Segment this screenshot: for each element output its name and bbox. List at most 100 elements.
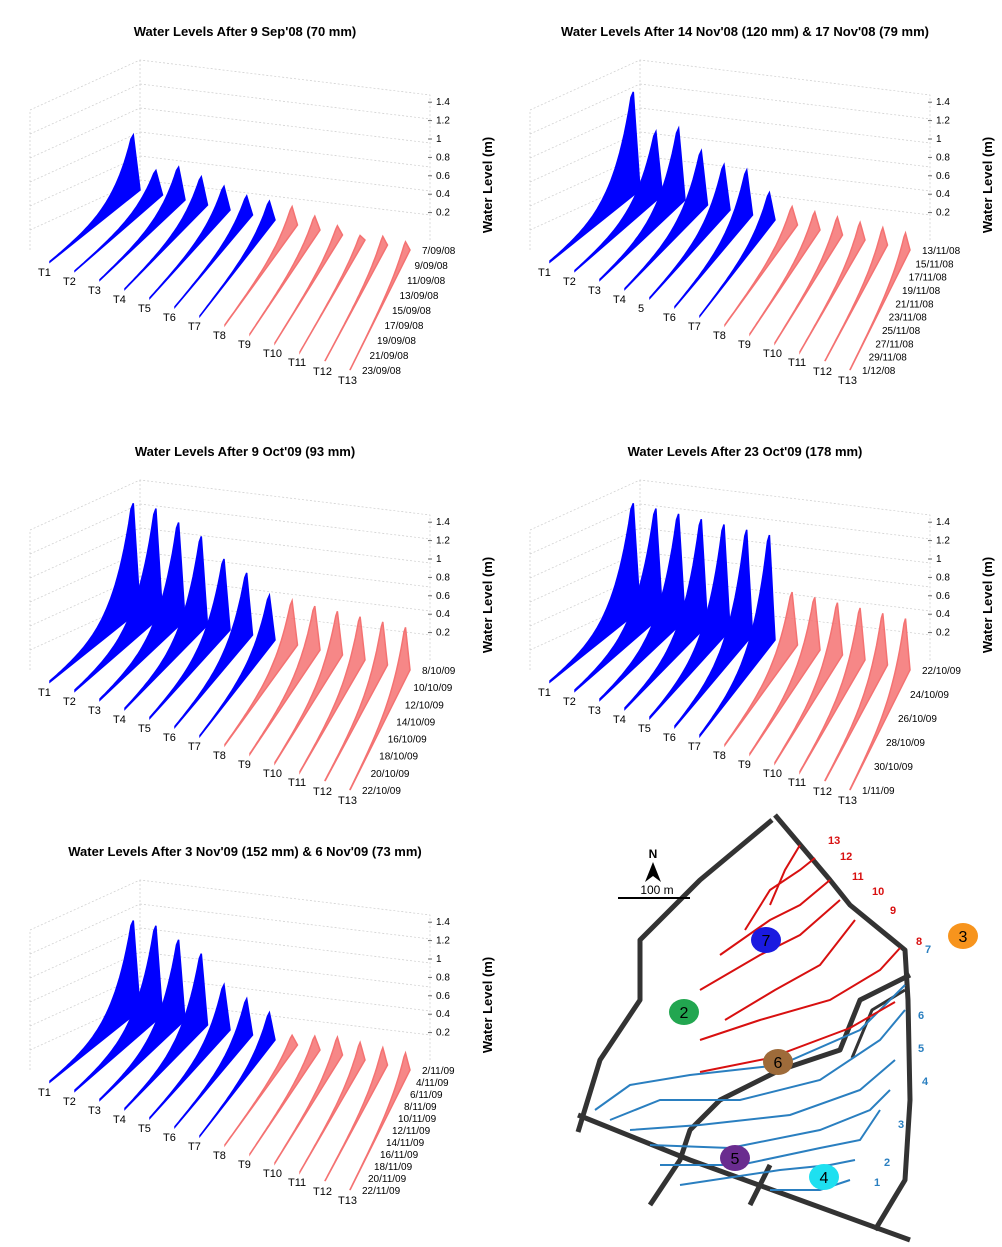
date-label: 13/11/08 (922, 246, 961, 257)
z-axis-label: Water Level (m) (980, 557, 995, 653)
contour-label: 4 (922, 1076, 929, 1088)
x-tick-label: T4 (613, 714, 626, 726)
date-label: 18/10/09 (379, 752, 418, 763)
date-label: 11/09/08 (407, 276, 446, 287)
x-tick-label: T2 (563, 276, 576, 288)
site-label: 7 (762, 933, 771, 950)
box-edge (639, 503, 931, 540)
z-tick-label: 0.4 (936, 189, 950, 200)
x-tick-label: T5 (138, 723, 151, 735)
contour-line (699, 899, 841, 991)
box-edge (29, 903, 141, 955)
x-tick-label: T6 (663, 312, 676, 324)
x-tick-label: T10 (263, 348, 282, 360)
box-edge (639, 527, 931, 564)
x-tick-label: T13 (838, 375, 857, 387)
date-label: 17/11/08 (909, 273, 948, 284)
x-tick-label: T1 (538, 687, 551, 699)
date-label: 23/09/08 (362, 366, 401, 377)
z-tick-label: 0.2 (936, 628, 950, 639)
transect-profile (174, 572, 254, 730)
transect-profile (224, 204, 299, 328)
contour-label: 2 (884, 1157, 890, 1169)
x-tick-label: T12 (813, 786, 832, 798)
chart-title: Water Levels After 9 Oct'09 (93 mm) (134, 444, 356, 459)
transect-profile (774, 602, 844, 766)
x-tick-label: T10 (263, 768, 282, 780)
z-axis-label: Water Level (m) (480, 137, 495, 233)
x-tick-label: T12 (313, 1186, 332, 1198)
box-edge (639, 131, 931, 168)
transect-profile (249, 214, 321, 337)
x-tick-label: T4 (113, 294, 126, 306)
x-tick-label: T3 (588, 705, 601, 717)
transect-profile (74, 168, 164, 273)
transect-profile (649, 162, 731, 300)
date-label: 15/09/08 (392, 306, 431, 317)
transect-profile (74, 925, 164, 1093)
box-edge (139, 927, 431, 964)
transect-profile (149, 558, 231, 720)
transect-profile (749, 209, 821, 337)
box-edge (529, 83, 641, 135)
x-tick-label: T9 (238, 339, 251, 351)
date-label: 30/10/09 (874, 762, 913, 773)
site-marker (720, 1145, 750, 1171)
transect-profile (124, 174, 209, 291)
z-axis-label: Water Level (m) (980, 137, 995, 233)
x-tick-label: T3 (88, 1105, 101, 1117)
site-label: 2 (680, 1005, 689, 1022)
z-tick-label: 0.2 (436, 208, 450, 219)
transect-profile (799, 607, 866, 775)
box-edge (29, 927, 141, 979)
box-edge (139, 503, 431, 540)
transect-profile (649, 524, 731, 720)
date-label: 29/11/08 (869, 353, 908, 364)
z-tick-label: 0.8 (436, 152, 450, 163)
x-tick-label: T6 (163, 312, 176, 324)
date-label: 18/11/09 (374, 1162, 413, 1173)
chart-title: Water Levels After 14 Nov'08 (120 mm) & … (561, 24, 929, 39)
date-label: 4/11/09 (416, 1078, 449, 1089)
date-label: 16/11/09 (380, 1150, 419, 1161)
date-label: 12/10/09 (405, 700, 444, 711)
transect-profile (324, 1045, 389, 1182)
transect-profile (849, 618, 911, 791)
z-tick-label: 0.8 (936, 572, 950, 583)
transect-profile (99, 522, 186, 702)
transect-profile (124, 953, 209, 1111)
date-label: 10/10/09 (413, 683, 452, 694)
north-arrow (618, 862, 690, 899)
x-tick-label: T1 (38, 267, 51, 279)
transect-profile (549, 91, 641, 264)
transect-profile (824, 225, 889, 362)
z-tick-label: 0.6 (936, 591, 950, 602)
contour-line (719, 879, 831, 956)
x-tick-label: T2 (63, 696, 76, 708)
chart-panel: 0.2 0.4 0.6 0.8 1 1.2 1.4 Water Level (m) T1 T2 T3… (529, 479, 995, 807)
transect-profile (199, 199, 276, 319)
transect-profile (349, 240, 411, 371)
box-edge (139, 155, 431, 192)
date-label: 22/10/09 (922, 666, 961, 677)
transect-profile (274, 1035, 344, 1166)
date-label: 20/11/09 (368, 1174, 407, 1185)
z-tick-label: 0.6 (436, 591, 450, 602)
x-tick-label: T2 (63, 276, 76, 288)
transect-profile (774, 215, 844, 346)
transect-profile (174, 996, 254, 1130)
x-tick-label: T6 (663, 732, 676, 744)
box-edge (139, 527, 431, 564)
box-edge (139, 179, 431, 216)
z-tick-label: 0.4 (436, 609, 450, 620)
x-tick-label: T10 (763, 348, 782, 360)
contour-label: 9 (890, 905, 896, 917)
x-tick-label: T8 (213, 1150, 226, 1162)
date-label: 19/11/08 (902, 286, 941, 297)
z-tick-label: 0.4 (436, 1009, 450, 1020)
box-edge (139, 107, 431, 144)
chart-title: Water Levels After 3 Nov'09 (152 mm) & 6… (68, 844, 422, 859)
x-tick-label: T1 (538, 267, 551, 279)
contour-label: 13 (828, 835, 840, 847)
